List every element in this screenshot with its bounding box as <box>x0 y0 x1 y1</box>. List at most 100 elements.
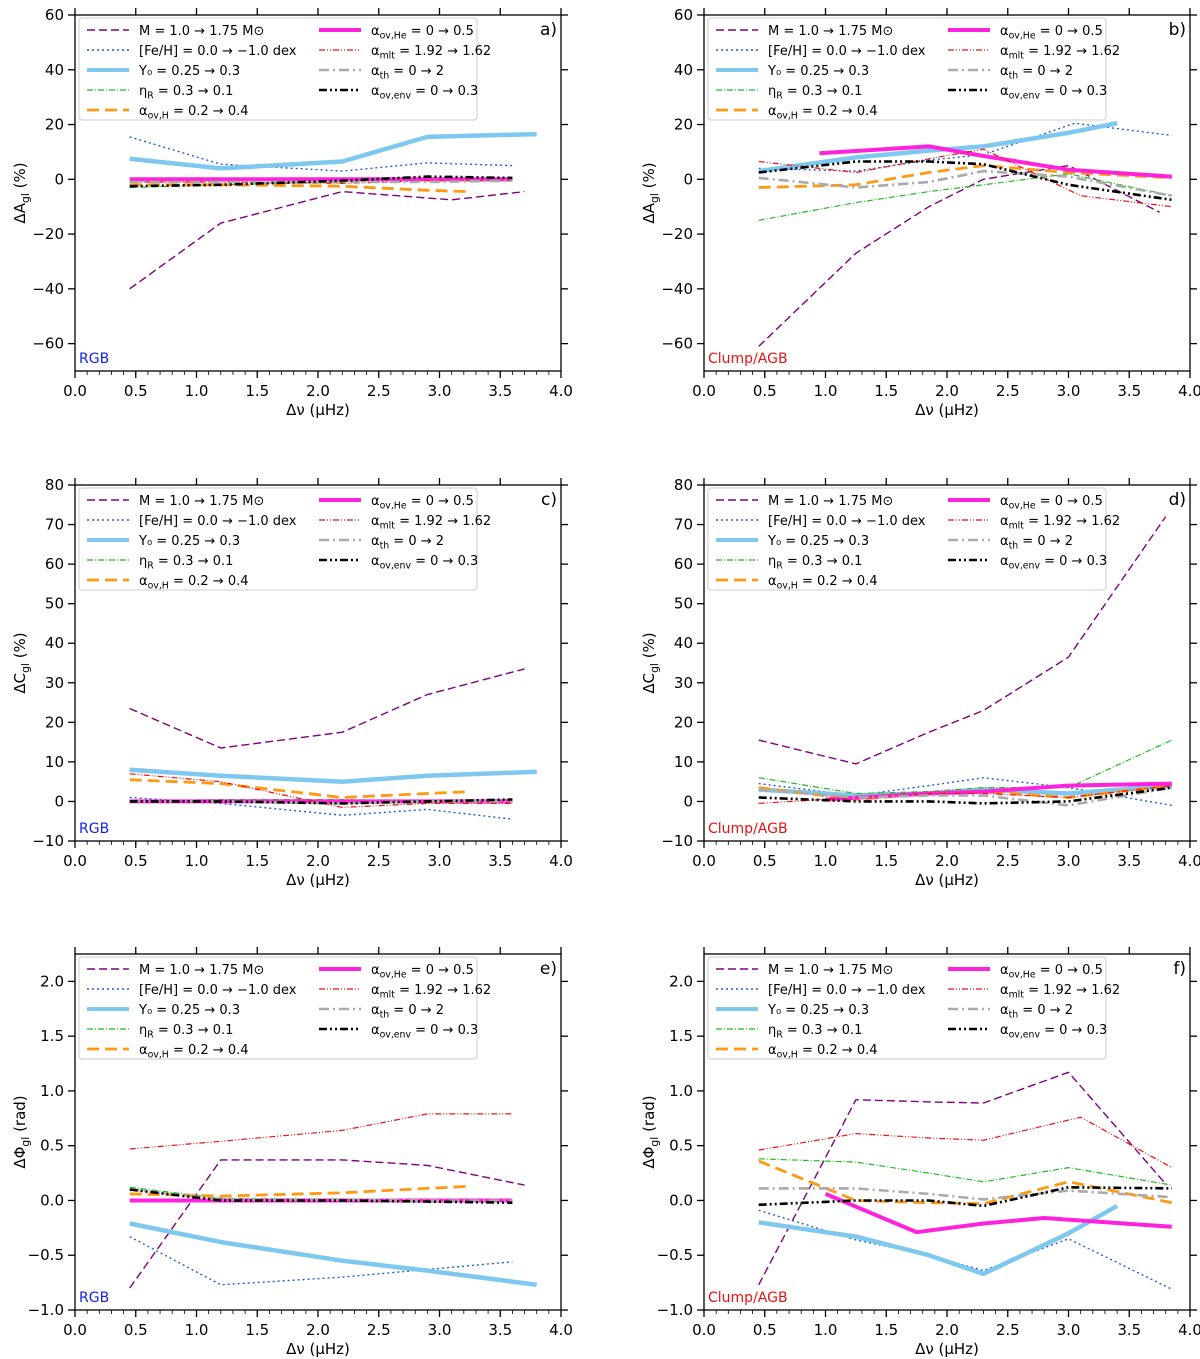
stage-label: Clump/AGB <box>708 351 788 367</box>
y-tick-label: 40 <box>45 61 64 79</box>
x-tick-label: 2.5 <box>996 1321 1020 1339</box>
y-tick-label: 1.5 <box>669 1027 693 1045</box>
legend-label-th: αth​ = 0 → 2 <box>371 64 444 82</box>
stage-label: Clump/AGB <box>708 1290 788 1306</box>
legend-label-mlt: αmlt​ = 1.92 → 1.62 <box>1000 514 1120 532</box>
x-axis-label: Δν (μHz) <box>915 1340 979 1358</box>
x-tick-label: 1.5 <box>874 382 898 400</box>
legend-label-th: αth​ = 0 → 2 <box>371 534 444 552</box>
y-tick-label: 20 <box>45 116 64 134</box>
legend-label-ovHe: αov,He​ = 0 → 0.5 <box>1000 963 1103 981</box>
x-tick-label: 4.0 <box>549 1321 573 1339</box>
series-line-eta <box>758 739 1173 795</box>
y-axis-label: ΔCgl​ (%) <box>11 632 32 693</box>
svg-text:ΔAgl​ (%): ΔAgl​ (%) <box>11 162 32 223</box>
chart-panel-f: 0.0 0.5 1.0 1.5 2.0 2.5 3.0 3.5 4.0 −1.0 −0.5 0.0 0.… <box>640 947 1200 1358</box>
x-axis-label: Δν (μHz) <box>915 401 979 419</box>
y-tick-label: 2.0 <box>40 972 64 990</box>
series-line-Y0 <box>129 767 537 784</box>
series-line-eta <box>758 1158 1172 1186</box>
stage-label: RGB <box>79 1290 109 1306</box>
x-tick-label: 2.5 <box>367 382 391 400</box>
legend-label-M: M = 1.0 → 1.75 M⊙ <box>139 963 264 978</box>
stage-label: Clump/AGB <box>708 821 788 837</box>
y-tick-label: −40 <box>661 280 693 298</box>
legend-label-ovenv: αov,env​ = 0 → 0.3 <box>1000 1023 1107 1041</box>
y-tick-label: 1.5 <box>40 1027 64 1045</box>
x-tick-label: 3.5 <box>488 1321 512 1339</box>
y-tick-label: −20 <box>32 225 64 243</box>
x-tick-label: 4.0 <box>549 852 573 870</box>
svg-text:ΔCgl​ (%): ΔCgl​ (%) <box>640 632 661 693</box>
series-line-M <box>758 1071 1167 1286</box>
y-tick-label: −1.0 <box>657 1301 693 1319</box>
legend-label-FeH: [Fe/H] = 0.0 → −1.0 dex <box>768 514 926 529</box>
y-tick-label: 20 <box>45 713 64 731</box>
legend-label-ovH: αov,H​ = 0.2 → 0.4 <box>768 1043 878 1061</box>
x-tick-label: 1.0 <box>814 1321 838 1339</box>
y-tick-label: 20 <box>674 116 693 134</box>
y-tick-label: 0 <box>683 792 693 810</box>
series-line-mlt <box>758 1116 1173 1169</box>
x-tick-label: 0.0 <box>692 382 716 400</box>
svg-text:ΔΦgl​ (rad): ΔΦgl​ (rad) <box>11 1095 32 1168</box>
y-tick-label: 60 <box>45 555 64 573</box>
legend: M = 1.0 → 1.75 M⊙ [Fe/H] = 0.0 → −1.0 dex… <box>707 956 1120 1061</box>
series-line-ovenv <box>129 1188 513 1204</box>
y-tick-label: 0.0 <box>40 1191 64 1209</box>
series-line-M <box>129 1159 525 1289</box>
series-line-th <box>129 800 513 805</box>
panel-tag: c) <box>541 490 557 510</box>
svg-text:ΔAgl​ (%): ΔAgl​ (%) <box>640 162 661 223</box>
x-tick-label: 0.0 <box>63 1321 87 1339</box>
x-tick-label: 2.0 <box>935 852 959 870</box>
legend-label-ovH: αov,H​ = 0.2 → 0.4 <box>139 574 249 592</box>
legend-label-FeH: [Fe/H] = 0.0 → −1.0 dex <box>139 44 297 59</box>
legend-label-th: αth​ = 0 → 2 <box>1000 1003 1073 1021</box>
series-line-ovH <box>129 778 470 799</box>
y-axis-label: ΔAgl​ (%) <box>640 162 661 223</box>
series-line-ovenv <box>129 798 513 805</box>
series-line-FeH <box>129 136 513 172</box>
x-tick-label: 3.5 <box>488 852 512 870</box>
x-tick-label: 1.0 <box>185 1321 209 1339</box>
x-tick-label: 1.5 <box>245 382 269 400</box>
y-tick-label: 30 <box>674 674 693 692</box>
stage-label: RGB <box>79 821 109 837</box>
x-tick-label: 1.0 <box>185 382 209 400</box>
legend-label-ovenv: αov,env​ = 0 → 0.3 <box>371 84 478 102</box>
series-line-th <box>758 1187 1172 1201</box>
series-line-th <box>758 169 1173 197</box>
chart-panel-e: 0.0 0.5 1.0 1.5 2.0 2.5 3.0 3.5 4.0 −1.0 −0.5 0.0 0.… <box>11 947 573 1358</box>
legend: M = 1.0 → 1.75 M⊙ [Fe/H] = 0.0 → −1.0 dex… <box>707 17 1120 122</box>
x-tick-label: 4.0 <box>549 382 573 400</box>
series-line-Y0 <box>129 1221 537 1288</box>
y-tick-label: −0.5 <box>28 1246 64 1264</box>
series-line-ovHe <box>825 781 1172 802</box>
legend-label-mlt: αmlt​ = 1.92 → 1.62 <box>371 44 491 62</box>
y-tick-label: −60 <box>32 335 64 353</box>
y-tick-label: −20 <box>661 225 693 243</box>
legend-label-FeH: [Fe/H] = 0.0 → −1.0 dex <box>139 514 297 529</box>
y-tick-label: 60 <box>674 6 693 24</box>
y-tick-label: 10 <box>45 753 64 771</box>
legend-label-th: αth​ = 0 → 2 <box>1000 64 1073 82</box>
legend-label-ovenv: αov,env​ = 0 → 0.3 <box>371 1023 478 1041</box>
legend-label-mlt: αmlt​ = 1.92 → 1.62 <box>1000 44 1120 62</box>
svg-text:ΔCgl​ (%): ΔCgl​ (%) <box>11 632 32 693</box>
legend-label-FeH: [Fe/H] = 0.0 → −1.0 dex <box>768 983 926 998</box>
y-tick-label: 70 <box>45 516 64 534</box>
y-tick-label: 0.5 <box>40 1137 64 1155</box>
legend-label-ovenv: αov,env​ = 0 → 0.3 <box>371 554 478 572</box>
series-line-th <box>758 786 1173 807</box>
x-tick-label: 2.5 <box>367 852 391 870</box>
series-line-M <box>758 164 1160 347</box>
chart-panel-b: 0.0 0.5 1.0 1.5 2.0 2.5 3.0 3.5 4.0 −60 −40 −20 0 20 4… <box>640 6 1200 419</box>
x-tick-label: 4.0 <box>1178 1321 1200 1339</box>
y-axis-label: ΔΦgl​ (rad) <box>11 1095 32 1168</box>
series-line-mlt <box>758 148 1172 208</box>
legend-label-M: M = 1.0 → 1.75 M⊙ <box>139 24 264 39</box>
legend-label-ovenv: αov,env​ = 0 → 0.3 <box>1000 84 1107 102</box>
legend: M = 1.0 → 1.75 M⊙ [Fe/H] = 0.0 → −1.0 dex… <box>707 487 1120 592</box>
